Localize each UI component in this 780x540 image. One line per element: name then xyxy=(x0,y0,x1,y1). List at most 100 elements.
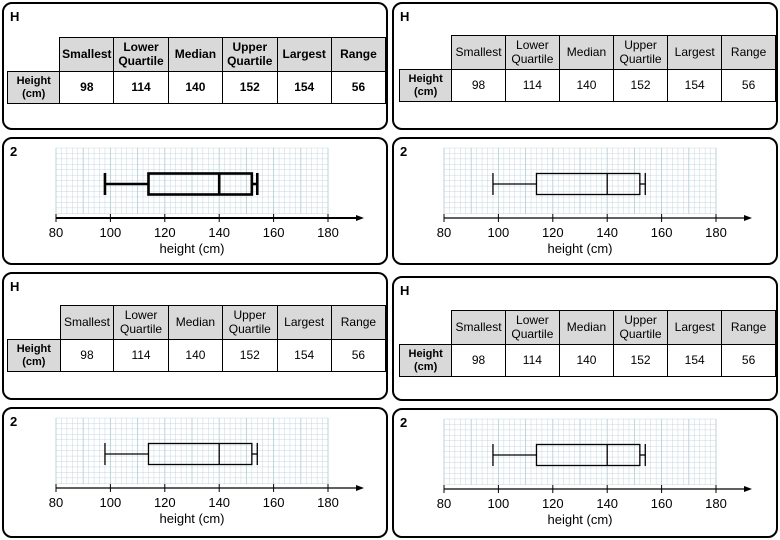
column-header: Range xyxy=(330,305,387,340)
stats-table: Smallest Lower Quartile Median Upper Quarti… xyxy=(398,35,776,102)
stats-table-slot: Smallest Lower Quartile Median Upper Quarti… xyxy=(7,305,387,372)
axis-arrow xyxy=(744,215,752,221)
column-header: Largest xyxy=(276,37,332,72)
table-cell: 152 xyxy=(612,344,669,377)
grid xyxy=(55,417,329,484)
stats-table: Smallest Lower Quartile Median Upper Quarti… xyxy=(7,305,387,372)
box-plot-chart: 80 100 120 140 160 180 height (cm) xyxy=(437,147,752,256)
table-cell: 56 xyxy=(330,71,387,104)
column-header: Median xyxy=(167,37,224,72)
row-label: Height (cm) xyxy=(7,339,61,372)
table-cell: 154 xyxy=(667,69,723,102)
grid xyxy=(55,147,329,214)
table-cell: 114 xyxy=(504,69,560,102)
stats-table-slot: Smallest Lower Quartile Median Upper Quarti… xyxy=(398,35,776,102)
column-header: Lower Quartile xyxy=(113,305,169,340)
x-axis-label: height (cm) xyxy=(547,241,612,256)
column-header: Range xyxy=(330,37,387,72)
table-cell: 98 xyxy=(59,71,115,104)
x-tick-label: 180 xyxy=(705,225,727,240)
x-tick-label: 140 xyxy=(208,495,230,510)
box xyxy=(147,442,253,466)
table-cell: 56 xyxy=(721,344,776,377)
column-header: Upper Quartile xyxy=(222,37,278,72)
column-header: Largest xyxy=(667,310,723,345)
table-card-4: H Smallest Lower Quartile Median Upper Quar… xyxy=(392,276,778,401)
column-header: Smallest xyxy=(59,305,115,340)
x-tick-label: 180 xyxy=(705,496,727,511)
x-tick-label: 100 xyxy=(488,496,510,511)
card-number: 2 xyxy=(10,144,18,159)
column-header: Range xyxy=(721,310,776,345)
table-card-2: H Smallest Lower Quartile Median Upper Quar… xyxy=(392,2,778,130)
column-header: Lower Quartile xyxy=(113,37,169,72)
column-header: Smallest xyxy=(451,35,506,70)
boxplot-card-3: 2 80 100 120 140 160 180 height (cm) xyxy=(2,407,388,538)
column-header: Range xyxy=(721,35,776,70)
table-card-1: H Smallest Lower Quartile Median Upper Quar… xyxy=(2,2,388,130)
x-tick-label: 160 xyxy=(263,495,285,510)
x-tick-label: 80 xyxy=(437,225,451,240)
stats-table: Smallest Lower Quartile Median Upper Quarti… xyxy=(398,310,776,377)
box xyxy=(147,172,254,196)
grid xyxy=(443,418,717,485)
column-header: Smallest xyxy=(451,310,506,345)
x-tick-label: 100 xyxy=(100,495,122,510)
boxplot-card-1: 2 80 100 120 140 160 180 height (cm) xyxy=(2,137,388,265)
card-number: 2 xyxy=(10,414,18,429)
column-header: Upper Quartile xyxy=(222,305,278,340)
table-cell: 152 xyxy=(222,71,278,104)
x-tick-label: 100 xyxy=(100,225,122,240)
box-plot-chart: 80 100 120 140 160 180 height (cm) xyxy=(437,418,752,527)
boxplot-card-2: 2 80 100 120 140 160 180 height (cm) xyxy=(392,137,778,265)
axis-arrow xyxy=(744,486,752,492)
column-header: Smallest xyxy=(59,37,115,72)
table-cell: 140 xyxy=(167,71,224,104)
card-letter: H xyxy=(400,9,410,24)
column-header: Upper Quartile xyxy=(612,35,669,70)
x-axis-label: height (cm) xyxy=(159,241,224,256)
table-cell: 154 xyxy=(276,339,332,372)
x-tick-label: 80 xyxy=(437,496,451,511)
table-cell: 140 xyxy=(558,344,614,377)
x-tick-label: 120 xyxy=(542,496,564,511)
x-tick-label: 120 xyxy=(154,495,176,510)
card-letter: H xyxy=(10,9,20,24)
column-header: Median xyxy=(558,35,614,70)
row-label: Height (cm) xyxy=(398,344,453,377)
x-tick-label: 140 xyxy=(208,225,230,240)
table-cell: 98 xyxy=(451,69,506,102)
table-cell: 114 xyxy=(504,344,560,377)
x-tick-label: 140 xyxy=(596,225,618,240)
table-cell: 114 xyxy=(113,71,169,104)
column-header: Lower Quartile xyxy=(504,310,560,345)
row-label: Height (cm) xyxy=(6,71,61,104)
x-tick-label: 120 xyxy=(154,225,176,240)
table-card-3: H Smallest Lower Quartile Median Upper Quar… xyxy=(2,272,388,400)
x-tick-label: 100 xyxy=(488,225,510,240)
x-axis-label: height (cm) xyxy=(547,512,612,527)
row-label: Height (cm) xyxy=(398,69,453,102)
column-header: Lower Quartile xyxy=(504,35,560,70)
table-cell: 152 xyxy=(612,69,669,102)
x-tick-label: 180 xyxy=(317,495,339,510)
x-tick-label: 160 xyxy=(263,225,285,240)
table-cell: 56 xyxy=(721,69,776,102)
x-tick-label: 80 xyxy=(49,495,63,510)
box xyxy=(535,172,641,196)
card-number: 2 xyxy=(400,415,408,430)
x-axis-label: height (cm) xyxy=(159,511,224,526)
column-header: Upper Quartile xyxy=(612,310,669,345)
table-cell: 140 xyxy=(558,69,614,102)
column-header: Largest xyxy=(276,305,332,340)
stats-table-slot: Smallest Lower Quartile Median Upper Quarti… xyxy=(6,37,387,104)
box xyxy=(535,443,641,467)
box-plot-chart: 80 100 120 140 160 180 height (cm) xyxy=(49,147,364,256)
stats-table: Smallest Lower Quartile Median Upper Quarti… xyxy=(6,37,387,104)
table-cell: 56 xyxy=(330,339,387,372)
x-tick-label: 160 xyxy=(651,225,673,240)
table-cell: 154 xyxy=(276,71,332,104)
box-plot-chart: 80 100 120 140 160 180 height (cm) xyxy=(49,417,364,526)
column-header: Median xyxy=(558,310,614,345)
column-header: Median xyxy=(167,305,224,340)
